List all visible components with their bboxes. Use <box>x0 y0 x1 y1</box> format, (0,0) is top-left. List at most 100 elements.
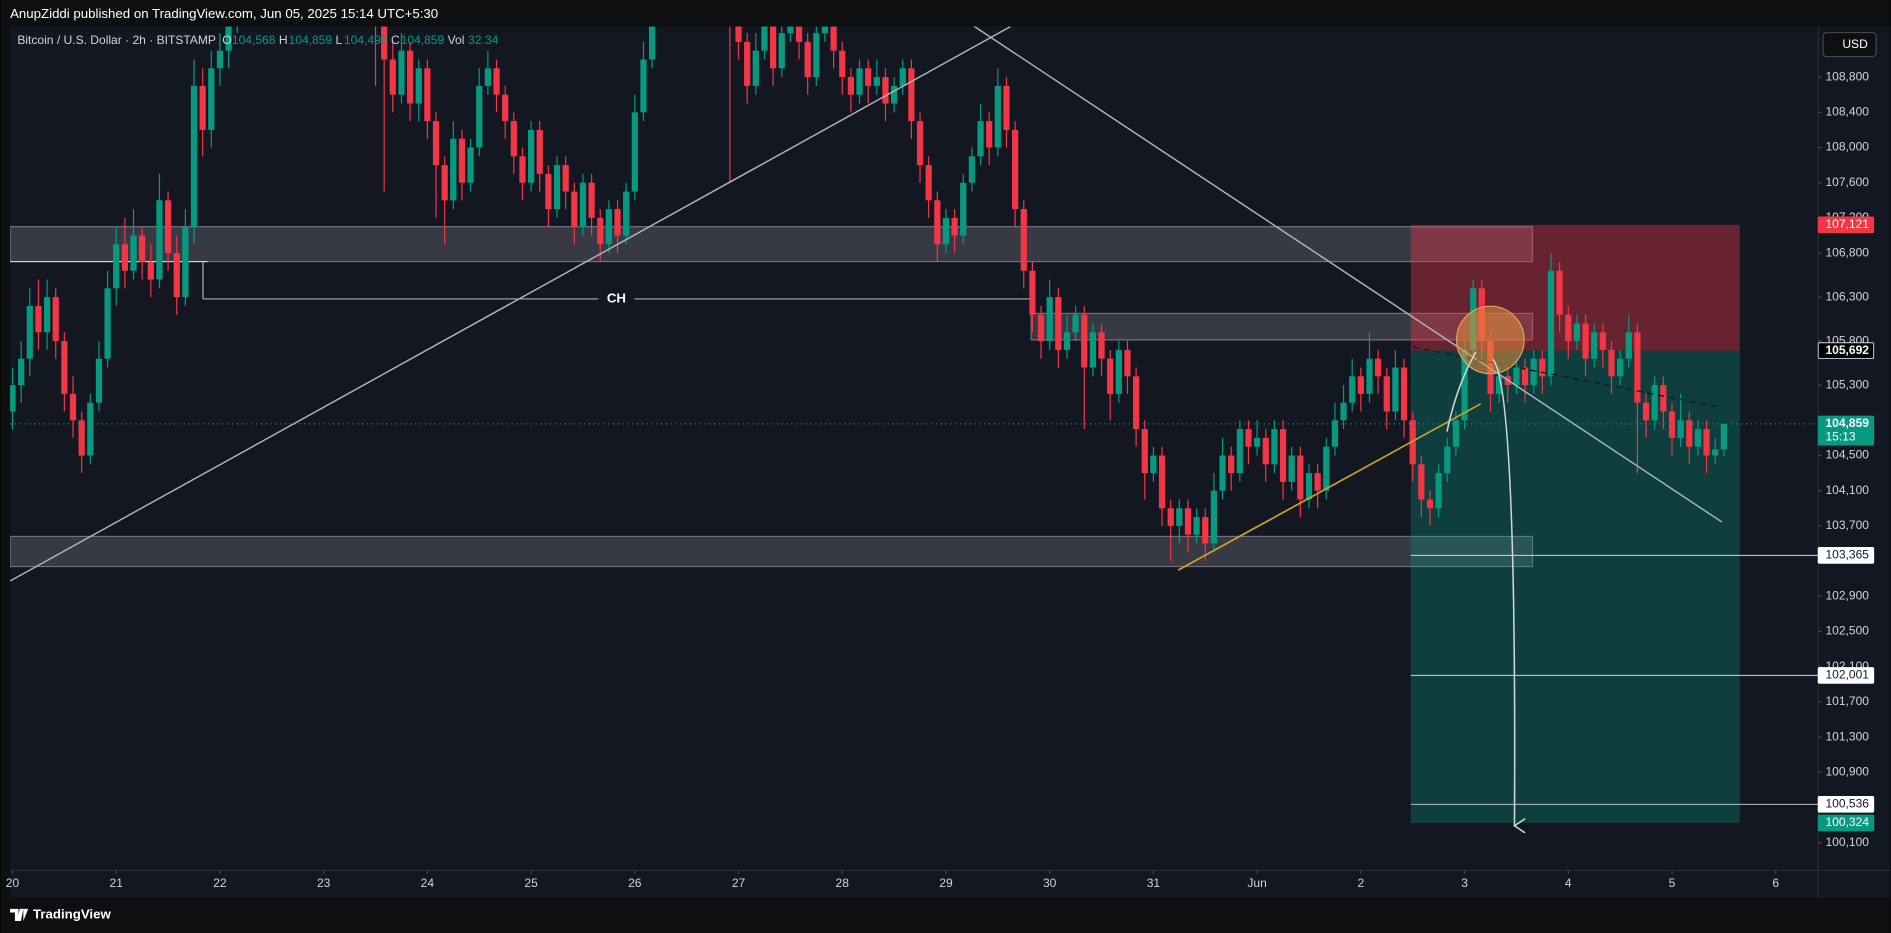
x-tick-label: Jun <box>1247 876 1266 890</box>
candle-body <box>1020 209 1027 271</box>
header-bar <box>0 0 1891 27</box>
candle-body <box>156 200 163 280</box>
price-label-box <box>1817 415 1875 446</box>
legend-value: 104,568 <box>232 33 276 47</box>
candle-body <box>614 209 621 236</box>
candle-body <box>830 26 837 51</box>
candle-body <box>467 147 474 183</box>
candle-body <box>164 200 172 254</box>
trend-line <box>1177 403 1482 571</box>
x-tick-label: 27 <box>732 876 746 890</box>
candle-body <box>847 77 855 95</box>
candle-body <box>1133 376 1140 430</box>
candle-body <box>1141 429 1148 474</box>
candle-body <box>458 138 466 183</box>
price-label-box <box>1817 796 1875 813</box>
candle-body <box>934 200 941 245</box>
x-tick-label: 24 <box>421 876 435 890</box>
candle-body <box>787 26 794 34</box>
price-label-box <box>1817 667 1875 684</box>
candle-body <box>1426 499 1434 509</box>
candle-body <box>1098 332 1105 359</box>
candle-body <box>139 235 146 262</box>
candle-body <box>519 156 526 183</box>
candle-body <box>1599 332 1606 350</box>
candle-body <box>450 138 457 201</box>
candle-body <box>78 420 85 456</box>
candle-body <box>1063 332 1071 350</box>
candle-body <box>147 261 154 280</box>
candle-body <box>1193 517 1200 535</box>
candle-body <box>778 33 785 69</box>
legend-symbol: Bitcoin / U.S. Dollar · 2h · BITSTAMP <box>17 33 216 47</box>
candles <box>10 26 1727 562</box>
y-tick-label: 107,600 <box>1825 175 1869 189</box>
currency-label: USD <box>1842 37 1868 51</box>
candle-body <box>121 244 128 271</box>
candle-body <box>648 26 656 60</box>
axes: 108,800108,400108,000107,600107,200106,8… <box>6 69 1870 889</box>
candle-body <box>1677 420 1684 438</box>
candle-body <box>1262 437 1269 465</box>
candle-body <box>562 165 569 192</box>
down-arrow <box>1492 358 1515 826</box>
candle-body <box>1150 455 1157 474</box>
candle-body <box>735 26 742 42</box>
candle-body <box>631 112 638 192</box>
candle-body <box>623 191 630 236</box>
candle-body <box>865 68 872 86</box>
candle-body <box>1418 464 1425 500</box>
footer-bar <box>0 898 1891 933</box>
candle-body <box>61 341 68 394</box>
candle-body <box>1383 376 1390 412</box>
candle-body <box>1202 517 1209 544</box>
x-tick-label: 29 <box>939 876 953 890</box>
candle-body <box>69 393 77 421</box>
candle-body <box>579 182 587 227</box>
legend-value: 104,859 <box>289 33 333 47</box>
candle-body <box>1444 446 1451 474</box>
x-tick-label: 2 <box>1357 876 1364 890</box>
candle-body <box>1703 429 1710 456</box>
candle-body <box>1556 270 1563 315</box>
candle-body <box>1046 297 1053 342</box>
price-label: 103,365 <box>1825 548 1869 562</box>
candle-body <box>415 68 422 104</box>
candle-body <box>484 68 491 86</box>
x-tick-label: 20 <box>6 876 20 890</box>
candle-body <box>1245 429 1252 447</box>
y-tick-label: 102,900 <box>1825 588 1869 602</box>
candle-body <box>1055 297 1062 350</box>
legend-value: 104,859 <box>401 33 445 47</box>
price-label: 104,859 <box>1825 416 1869 430</box>
x-tick-label: 4 <box>1565 876 1572 890</box>
candle-body <box>571 191 578 227</box>
legend-key: O <box>222 33 231 47</box>
candle-body <box>1323 446 1330 491</box>
currency-button[interactable] <box>1822 31 1877 58</box>
candle-body <box>1219 455 1226 491</box>
candle-body <box>1366 358 1373 394</box>
candle-body <box>951 217 958 236</box>
x-tick-label: 26 <box>628 876 642 890</box>
candle-body <box>1686 420 1693 447</box>
candle-body <box>821 26 829 34</box>
price-label: 107,121 <box>1825 217 1869 231</box>
legend: Bitcoin / U.S. Dollar · 2h · BITSTAMP O … <box>17 33 498 47</box>
brand-logo <box>10 908 29 921</box>
candle-body <box>925 165 932 201</box>
candle-body <box>406 50 414 104</box>
candle-body <box>1003 85 1010 130</box>
candle-body <box>761 26 768 51</box>
candle-body <box>588 182 595 218</box>
candle-body <box>1167 508 1174 526</box>
plot-background <box>10 26 1891 899</box>
candle-body <box>882 77 889 104</box>
legend-key: H <box>279 33 288 47</box>
candle-body <box>1349 376 1356 403</box>
candle-body <box>1608 349 1615 377</box>
zones <box>10 226 1534 568</box>
candle-body <box>899 68 906 86</box>
candle-body <box>769 26 777 69</box>
